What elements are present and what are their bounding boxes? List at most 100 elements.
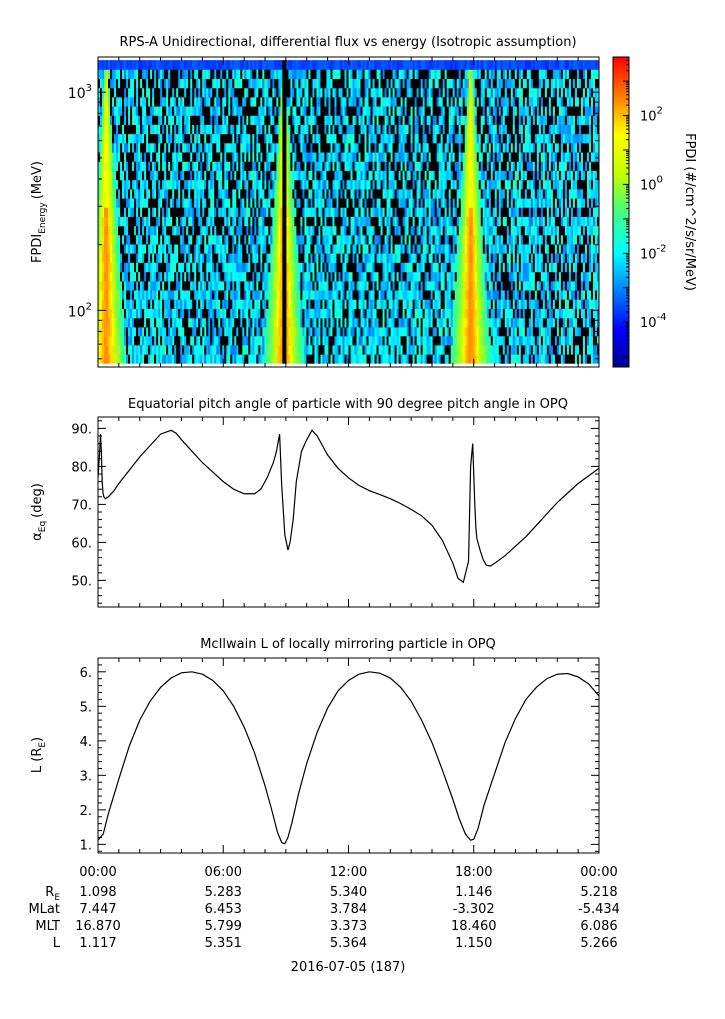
spectrogram-cell <box>380 308 383 319</box>
spectrogram-cell <box>288 335 291 346</box>
spectrogram-cell <box>276 198 279 208</box>
spectrogram-cell <box>232 225 235 236</box>
spectrogram-cell <box>472 326 476 337</box>
spectrogram-cell <box>248 290 251 300</box>
spectrogram-cell <box>392 280 395 291</box>
spectrogram-cell <box>552 308 556 319</box>
spectrogram-cell <box>108 207 111 217</box>
spectrogram-cell <box>340 326 343 337</box>
spectrogram-cell <box>496 234 500 245</box>
spectrogram-cell <box>244 225 247 236</box>
spectrogram-cell <box>462 244 466 254</box>
spectrogram-cell <box>106 188 109 199</box>
spectrogram-cell <box>484 207 488 217</box>
spectrogram-cell <box>592 225 596 236</box>
spectrogram-cell <box>208 317 211 328</box>
spectrogram-cell <box>430 317 434 328</box>
spectrogram-cell <box>384 262 387 273</box>
spectrogram-cell <box>140 188 143 199</box>
spectrogram-cell <box>326 253 329 263</box>
spectrogram-cell <box>500 234 504 245</box>
spectrogram-cell <box>152 262 155 273</box>
spectrogram-cell <box>162 317 165 328</box>
spectrogram-cell <box>576 179 580 190</box>
spectrogram-cell <box>300 271 303 282</box>
spectrogram-cell <box>436 317 440 328</box>
spectrogram-cell <box>410 344 414 355</box>
spectrogram-cell <box>276 262 279 273</box>
spectrogram-cell <box>258 335 261 346</box>
spectrogram-cell <box>436 308 440 319</box>
spectrogram-cell <box>206 308 209 319</box>
spectrogram-cell <box>324 290 327 300</box>
spectrogram-cell <box>418 253 422 263</box>
spectrogram-cell <box>486 354 490 364</box>
spectrogram-cell <box>376 308 379 319</box>
spectrogram-cell <box>496 262 500 273</box>
spectrogram-cell <box>320 335 323 346</box>
spectrogram-cell <box>320 244 323 254</box>
spectrogram-cell <box>360 188 363 199</box>
spectrogram-cell <box>504 179 508 190</box>
spectrogram-cell <box>282 244 285 254</box>
spectrogram-cell <box>308 354 311 364</box>
spectrogram-cell <box>294 271 297 282</box>
spectrogram-cell <box>280 188 283 199</box>
spectrogram-cell <box>180 253 183 263</box>
spectrogram-cell <box>174 354 177 364</box>
spectrogram-cell <box>286 234 289 245</box>
spectrogram-cell <box>566 354 570 364</box>
spectrogram-cell <box>128 344 131 355</box>
spectrogram-cell <box>562 225 566 236</box>
spectrogram-cell <box>98 299 101 309</box>
spectrogram-cell <box>322 271 325 282</box>
spectrogram-cell <box>180 198 183 208</box>
spectrogram-cell <box>410 225 414 236</box>
spectrogram-cell <box>190 308 193 319</box>
spectrogram-cell <box>426 326 430 337</box>
spectrogram-cell <box>526 317 530 328</box>
spectrogram-cell <box>326 198 329 208</box>
spectrogram-cell <box>296 188 299 199</box>
spectrogram-cell <box>278 317 281 328</box>
spectrogram-cell <box>202 188 205 199</box>
spectrogram-cell <box>534 244 538 254</box>
spectrogram-cell <box>280 290 283 300</box>
spectrogram-cell <box>174 290 177 300</box>
spectrogram-cell <box>248 308 251 319</box>
spectrogram-cell <box>442 244 446 254</box>
spectrogram-cell <box>352 234 355 245</box>
spectrogram-cell <box>586 216 590 227</box>
spectrogram-cell <box>166 344 169 355</box>
spectrogram-cell <box>408 262 412 273</box>
spectrogram-cell <box>254 271 257 282</box>
spectrogram-cell <box>548 216 552 227</box>
spectrogram-cell <box>534 326 538 337</box>
spectrogram-cell <box>454 354 458 364</box>
spectrogram-cell <box>440 225 444 236</box>
spectrogram-cell <box>270 280 273 291</box>
spectrogram-cell <box>592 253 596 263</box>
spectrogram-cell <box>556 225 560 236</box>
spectrogram-cell <box>422 244 426 254</box>
spectrogram-cell <box>240 244 243 254</box>
spectrogram-cell <box>594 234 598 245</box>
spectrogram-cell <box>288 326 291 337</box>
spectrogram-cell <box>586 234 590 245</box>
spectrogram-cell <box>188 317 191 328</box>
spectrogram-cell <box>550 354 554 364</box>
spectrogram-cell <box>300 299 303 309</box>
spectrogram-cell <box>594 308 598 319</box>
spectrogram-cell <box>428 262 432 273</box>
spectrogram-cell <box>152 234 155 245</box>
spectrogram-cell <box>434 216 438 227</box>
spectrogram-cell <box>358 271 361 282</box>
spectrogram-cell <box>140 262 143 273</box>
spectrogram-cell <box>494 335 498 346</box>
spectrogram-cell <box>318 271 321 282</box>
spectrogram-cell <box>452 234 456 245</box>
spectrogram-cell <box>448 280 452 291</box>
spectrogram-cell <box>468 216 472 227</box>
spectrogram-cell <box>262 280 265 291</box>
spectrogram-cell <box>304 188 307 199</box>
